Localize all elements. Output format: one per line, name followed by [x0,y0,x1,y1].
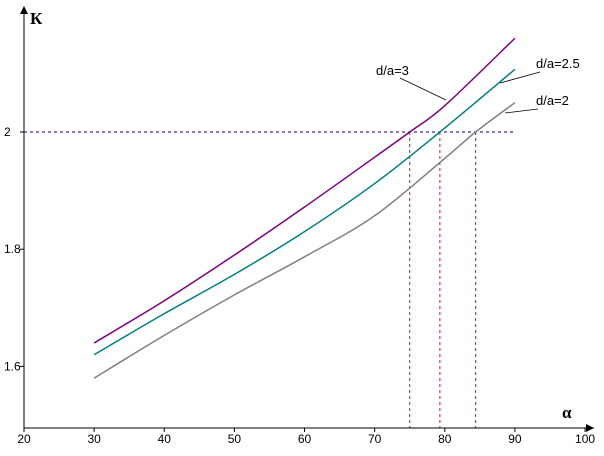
series-lines [93,37,516,379]
series-label-leader-1 [399,77,447,101]
y-axis-arrow [20,6,28,14]
series-labels: d/a=3 d/a=2.5 d/a=2 [376,56,580,114]
x-tick-label: 20 [17,432,31,446]
reference-lines [24,131,515,428]
x-tick-label: 70 [368,432,382,446]
x-tick-label: 80 [438,432,452,446]
y-tick-label: 2 [4,125,11,139]
x-tick-label: 40 [158,432,172,446]
x-tick-label: 60 [298,432,312,446]
x-tick-label: 90 [508,432,522,446]
y-tick-label: 1.8 [4,242,21,256]
y-axis-title: К [30,9,43,28]
x-axis-title: α [562,403,572,422]
x-axis-arrow [586,424,594,432]
series-line-3 [93,102,516,379]
series-label-leader-2 [499,71,541,84]
series-label-3: d/a=2 [536,93,569,108]
series-line-2 [93,68,516,356]
x-tick-label: 100 [575,432,595,446]
x-tick-label: 50 [228,432,242,446]
axes: 20 30 40 50 60 70 80 90 100 1.6 1.8 2 α К [4,6,595,446]
y-tick-label: 1.6 [4,359,21,373]
series-label-1: d/a=3 [376,63,409,78]
series-label-leader-3 [504,108,539,114]
series-label-2: d/a=2.5 [536,56,580,71]
x-tick-label: 30 [87,432,101,446]
series-line-1 [93,37,516,344]
